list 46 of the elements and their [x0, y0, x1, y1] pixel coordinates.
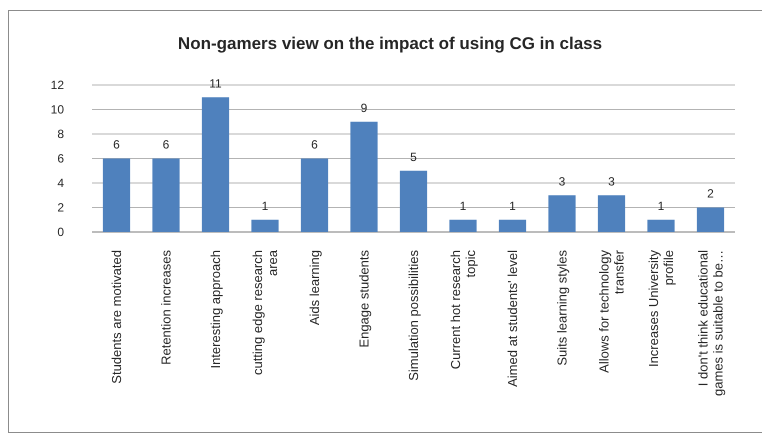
bar: [498, 220, 526, 232]
x-tick-label: Aimed at students' level: [505, 250, 520, 387]
data-label: 5: [410, 150, 418, 164]
data-label: 1: [509, 198, 516, 213]
x-tick-label: Engage students: [356, 250, 372, 348]
x-tick-label: cutting edge research area: [250, 249, 280, 376]
y-tick-label: 10: [50, 102, 64, 117]
x-tick-label: Aids learning: [307, 250, 322, 326]
data-label: 3: [558, 174, 566, 188]
chart-title: Non-gamers view on the impact of using CG in class: [178, 34, 602, 53]
bar: [400, 170, 428, 232]
bar: [696, 208, 724, 232]
bar: [251, 220, 279, 232]
data-label: 6: [311, 138, 318, 152]
x-tick-label: Students are motivated: [109, 250, 124, 384]
bar: [350, 122, 378, 232]
x-tick-label: Interesting approach: [208, 250, 224, 369]
data-label: 6: [113, 138, 120, 152]
x-tick-label: Suits learning styles: [554, 250, 570, 366]
y-tick-label: 4: [57, 176, 64, 190]
data-label: 2: [707, 186, 714, 200]
bar: [102, 158, 130, 232]
bar: [647, 220, 675, 232]
y-tick-label: 12: [50, 78, 64, 92]
y-tick-label: 0: [57, 225, 64, 240]
x-tick-label: Simulation possibilities: [406, 250, 422, 381]
data-label: 1: [658, 198, 665, 213]
data-label: 6: [162, 138, 170, 152]
data-label: 1: [262, 198, 269, 213]
x-tick-label: Current hot research topic: [448, 250, 478, 370]
y-tick-label: 6: [57, 152, 64, 166]
bar: [548, 195, 576, 232]
bar: [152, 158, 180, 232]
x-tick-label: Allows for technology transfer: [596, 249, 627, 373]
data-label: 1: [460, 198, 467, 213]
data-label: 9: [360, 100, 368, 115]
bar: [300, 158, 328, 232]
y-tick-label: 8: [57, 127, 64, 142]
data-label: 3: [608, 174, 616, 188]
x-tick-label: Retention increases: [158, 250, 174, 365]
bar: [202, 97, 230, 232]
bar: [449, 220, 477, 232]
x-tick-label: I don't think educational games is suitable to be…: [696, 250, 726, 396]
bar: [598, 195, 626, 232]
y-tick-label: 2: [57, 200, 64, 215]
data-label: 11: [209, 76, 222, 90]
